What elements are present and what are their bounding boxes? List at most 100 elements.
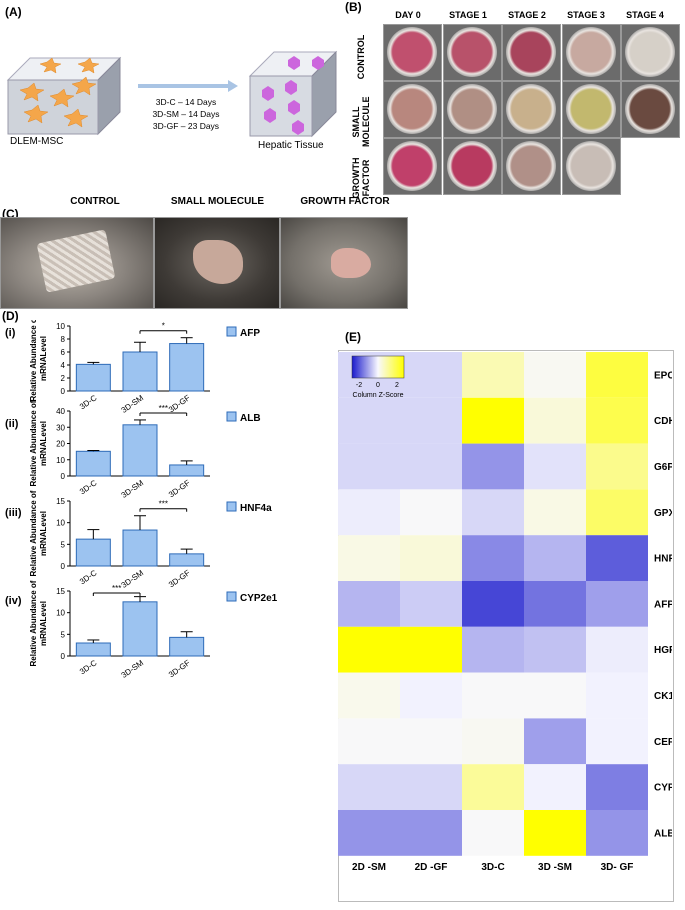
- heatmap-cell: [586, 718, 648, 765]
- heatmap-cell: [462, 397, 524, 444]
- category-label: 3D-GF: [167, 568, 192, 589]
- duration-3dgf: 3D-GF – 23 Days: [152, 121, 220, 131]
- heatmap-cell: [400, 672, 462, 719]
- legend-swatch: [226, 501, 237, 512]
- col-head-day0: DAY 0: [395, 10, 421, 20]
- culture-well: [506, 84, 556, 134]
- duration-list: 3D-C – 14 Days 3D-SM – 14 Days 3D-GF – 2…: [136, 96, 236, 132]
- bar: [169, 636, 205, 657]
- heatmap-cell: [524, 626, 586, 673]
- category-label: 3D-SM: [120, 478, 146, 500]
- y-tick-label: 15: [56, 497, 65, 506]
- heatmap-row-label: HNF4a: [654, 554, 672, 565]
- y-tick-label: 6: [61, 348, 66, 357]
- y-axis-label: Relative Abundance of: [29, 580, 38, 666]
- bar: [169, 464, 205, 477]
- culture-well: [625, 27, 675, 77]
- legend-label: ALB: [240, 413, 261, 424]
- y-tick-label: 10: [56, 322, 65, 331]
- significance-label: ***: [112, 584, 121, 593]
- color-key-label: Column Z-Score: [353, 392, 404, 399]
- well-photo: [442, 138, 502, 195]
- heatmap-cell: [586, 443, 648, 490]
- well-photo: [383, 81, 442, 138]
- legend-swatch: [226, 591, 237, 602]
- culture-well: [625, 84, 675, 134]
- culture-well: [387, 84, 437, 134]
- heatmap-cell: [338, 489, 400, 536]
- heatmap-cell: [586, 581, 648, 627]
- bar: [75, 538, 111, 567]
- bar: [169, 553, 205, 567]
- well-photo: [502, 81, 561, 138]
- sublabel-iv: (iv): [5, 595, 22, 607]
- hepatic-tissue-cube-illustration: [248, 50, 338, 138]
- y-axis-label: mRNALevel: [39, 601, 48, 646]
- heatmap-column-label: 3D -SM: [538, 862, 572, 873]
- heatmap-cell: [338, 581, 400, 627]
- heatmap-cell: [400, 397, 462, 444]
- y-axis-label: mRNALevel: [39, 511, 48, 556]
- y-axis-label: mRNALevel: [39, 336, 48, 381]
- heatmap-cell: [524, 397, 586, 444]
- heatmap-cell: [400, 626, 462, 673]
- sublabel-iii: (iii): [5, 507, 22, 519]
- target-tissue-label: Hepatic Tissue: [258, 140, 324, 151]
- heatmap-cell: [400, 535, 462, 581]
- legend-label: CYP2e1: [240, 593, 278, 604]
- heatmap-cell: [524, 764, 586, 810]
- category-label: 3D-C: [78, 568, 99, 586]
- y-tick-label: 5: [61, 630, 66, 639]
- culture-well: [565, 84, 616, 134]
- photo-label-growth-factor: GROWTH FACTOR: [300, 196, 390, 207]
- heatmap-cell: [462, 672, 524, 719]
- well-photo: [621, 81, 680, 138]
- y-tick-label: 0: [61, 387, 66, 396]
- heatmap-cell: [462, 764, 524, 810]
- row-label-control: CONTROL: [356, 34, 366, 80]
- bar: [169, 343, 205, 392]
- color-key-tick: 2: [395, 382, 399, 389]
- heatmap-cell: [462, 810, 524, 856]
- well-photo: [442, 24, 502, 81]
- color-key-bar: [351, 355, 405, 379]
- photo-label-small-molecule: SMALL MOLECULE: [170, 196, 265, 207]
- heatmap-row-label: CK19: [654, 691, 672, 702]
- heatmap-cell: [524, 672, 586, 719]
- heatmap-cell: [524, 443, 586, 490]
- y-tick-label: 2: [61, 374, 66, 383]
- heatmap-cell: [400, 443, 462, 490]
- culture-well: [446, 141, 497, 191]
- legend-swatch: [226, 326, 237, 337]
- well-photo: [442, 81, 502, 138]
- legend-label: HNF4a: [240, 503, 272, 514]
- heatmap-cell: [338, 810, 400, 856]
- col-head-stage4: STAGE 4: [626, 10, 664, 20]
- heatmap-cell: [586, 535, 648, 581]
- culture-well: [446, 84, 497, 134]
- heatmap-column-label: 2D -GF: [415, 862, 448, 873]
- heatmap-column-label: 2D -SM: [352, 862, 386, 873]
- panel-a-schematic: [6, 50, 338, 138]
- bar: [75, 450, 111, 477]
- bar: [75, 642, 111, 657]
- photo-small-molecule-tissue: [154, 217, 280, 309]
- heatmap-row-label: CYP2e1: [654, 783, 672, 794]
- category-label: 3D-SM: [120, 568, 146, 590]
- heatmap-cell: [586, 626, 648, 673]
- y-tick-label: 10: [56, 456, 65, 465]
- y-tick-label: 30: [56, 423, 65, 432]
- msc-cube-illustration: [6, 56, 122, 136]
- heatmap-cell: [586, 764, 648, 810]
- differentiation-arrow: [138, 80, 238, 92]
- y-tick-label: 15: [56, 587, 65, 596]
- category-label: 3D-SM: [120, 658, 146, 680]
- color-key-tick: -2: [356, 382, 362, 389]
- heatmap-cell: [338, 718, 400, 765]
- heatmap-cell: [400, 352, 462, 398]
- heatmap-cell: [338, 626, 400, 673]
- heatmap-column-label: 3D-C: [481, 862, 504, 873]
- culture-well: [565, 141, 616, 191]
- heatmap-cell: [338, 535, 400, 581]
